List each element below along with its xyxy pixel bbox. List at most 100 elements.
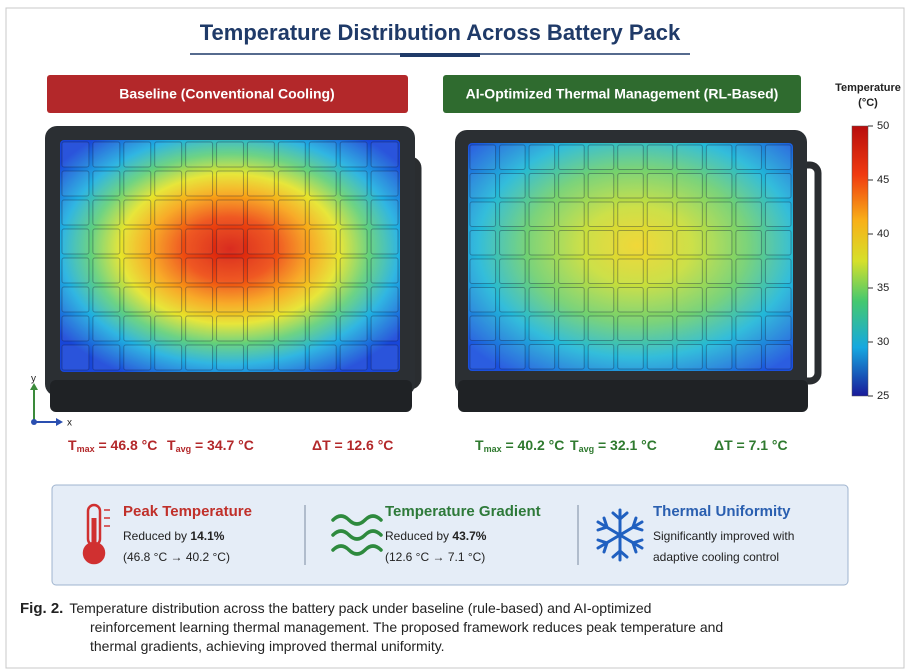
cell	[277, 315, 306, 342]
cell	[185, 315, 214, 342]
cell	[764, 258, 792, 284]
cell	[123, 199, 152, 226]
cell	[469, 144, 497, 170]
panel-label-box	[47, 75, 408, 113]
colorbar-tick-label: 30	[877, 336, 889, 348]
stat-value: = 46.8 °C	[95, 437, 158, 453]
cell	[92, 315, 121, 342]
cell	[587, 344, 615, 370]
cell	[216, 257, 244, 284]
cell	[469, 201, 497, 227]
cell	[308, 286, 337, 313]
cell	[646, 230, 674, 256]
cell	[617, 201, 644, 227]
cell	[246, 344, 275, 371]
cell	[339, 257, 368, 284]
cell	[676, 173, 703, 199]
cell	[558, 201, 585, 227]
cell	[587, 287, 615, 313]
cell	[216, 228, 244, 255]
cell	[705, 144, 733, 170]
summary-line: (12.6 °C → 7.1 °C)	[385, 550, 485, 564]
cell	[339, 228, 368, 255]
cell	[308, 228, 337, 255]
cell	[277, 199, 306, 226]
cell	[469, 230, 497, 256]
cell	[646, 173, 674, 199]
cell	[154, 141, 183, 168]
cell	[123, 141, 152, 168]
summary-box	[51, 484, 849, 586]
cell	[61, 199, 90, 226]
cell	[154, 199, 183, 226]
colorbar-tick-label: 45	[877, 174, 889, 186]
cell	[499, 201, 526, 227]
cell	[216, 199, 244, 226]
cell	[558, 315, 585, 341]
summary-text: Significantly improved with	[653, 529, 794, 543]
cell	[676, 344, 703, 370]
cell	[705, 201, 733, 227]
stat-subscript: avg	[176, 444, 192, 454]
cell	[558, 144, 585, 170]
cell	[370, 199, 399, 226]
cell	[735, 258, 762, 284]
cell	[277, 344, 306, 371]
cell	[676, 258, 703, 284]
cell	[308, 315, 337, 342]
cell	[308, 170, 337, 197]
cell	[764, 230, 792, 256]
cell	[558, 230, 585, 256]
cell	[339, 141, 368, 168]
cell	[587, 230, 615, 256]
cell	[764, 144, 792, 170]
cell	[370, 228, 399, 255]
cell	[528, 344, 556, 370]
summary-line: Reduced by 14.1%	[123, 529, 225, 543]
cell	[277, 170, 306, 197]
figure-title: Temperature Distribution Across Battery …	[200, 20, 681, 45]
cell	[154, 344, 183, 371]
cell	[764, 173, 792, 199]
cell	[61, 257, 90, 284]
cell	[764, 201, 792, 227]
cell	[246, 199, 275, 226]
cell	[123, 344, 152, 371]
panel-label: AI-Optimized Thermal Management (RL-Base…	[466, 86, 779, 102]
cell	[735, 344, 762, 370]
cell	[216, 344, 244, 371]
cell	[587, 173, 615, 199]
cell	[528, 258, 556, 284]
cell	[339, 286, 368, 313]
cell	[705, 315, 733, 341]
cell	[308, 344, 337, 371]
cell	[185, 228, 214, 255]
cell	[735, 230, 762, 256]
cell	[92, 170, 121, 197]
cell	[617, 315, 644, 341]
caption-text: reinforcement learning thermal managemen…	[90, 619, 723, 635]
colorbar-tick-label: 25	[877, 390, 889, 402]
battery-tray	[455, 130, 822, 412]
cell	[646, 344, 674, 370]
axis-label: x	[67, 418, 72, 429]
cell	[617, 230, 644, 256]
caption-text: thermal gradients, achieving improved th…	[90, 638, 445, 654]
cell	[676, 144, 703, 170]
snowflake-icon	[596, 508, 644, 562]
summary-text: Reduced by	[385, 529, 452, 543]
summary-text: adaptive cooling control	[653, 550, 779, 564]
cell	[676, 230, 703, 256]
stat: Tmax = 46.8 °C	[68, 437, 157, 455]
cell	[92, 228, 121, 255]
cell	[185, 170, 214, 197]
stat-subscript: avg	[579, 444, 595, 454]
panel-label: Baseline (Conventional Cooling)	[119, 86, 334, 102]
cell	[308, 199, 337, 226]
cell	[92, 141, 121, 168]
cell	[216, 286, 244, 313]
cell	[558, 173, 585, 199]
battery-tray	[45, 126, 422, 412]
cell	[246, 141, 275, 168]
cell	[61, 141, 90, 168]
